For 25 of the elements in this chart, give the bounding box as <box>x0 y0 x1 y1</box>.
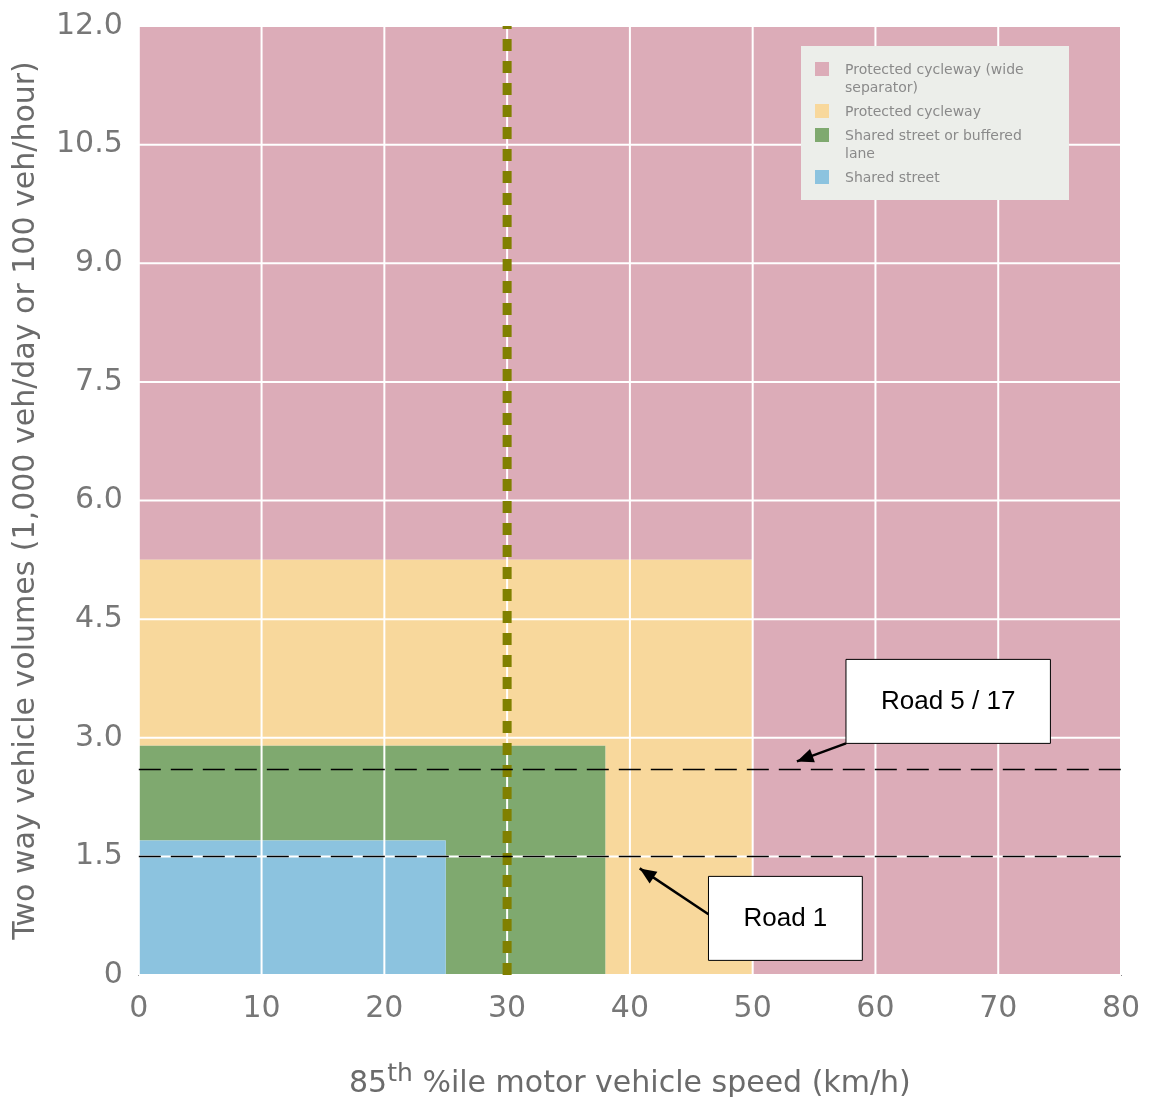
y-tick-label: 6.0 <box>75 480 123 516</box>
x-tick-label: 60 <box>856 988 895 1024</box>
ref-line-label: Road 1 <box>743 901 828 932</box>
legend-label: Shared street or buffered lane <box>845 126 1023 162</box>
x-tick-label: 0 <box>129 988 149 1024</box>
x-tick-label: 40 <box>610 988 649 1024</box>
x-tick-label: 20 <box>365 988 404 1024</box>
x-tick-label: 10 <box>242 988 281 1024</box>
y-tick-label: 9.0 <box>75 243 123 279</box>
y-tick-label: 3.0 <box>75 717 123 753</box>
x-tick-label: 50 <box>733 988 772 1024</box>
ref-line-label: Road 5 / 17 <box>880 684 1016 715</box>
y-tick-label: 7.5 <box>75 361 123 397</box>
legend-label: Protected cycleway (wide separator) <box>845 60 1025 96</box>
x-tick-label: 70 <box>979 988 1018 1024</box>
y-tick-label: 1.5 <box>75 836 123 872</box>
legend-label: Shared street <box>845 168 941 186</box>
y-tick-label: 4.5 <box>75 598 123 634</box>
legend-label: Protected cycleway <box>845 102 982 120</box>
x-tick-label: 30 <box>488 988 527 1024</box>
x-tick-label: 80 <box>1101 988 1141 1024</box>
y-tick-label: 10.5 <box>56 124 123 160</box>
y-tick-label: 0 <box>103 954 123 990</box>
y-axis-title: Two way vehicle volumes (1,000 veh/day or 100 veh/hour) <box>5 61 41 941</box>
y-tick-label: 12.0 <box>56 5 123 41</box>
